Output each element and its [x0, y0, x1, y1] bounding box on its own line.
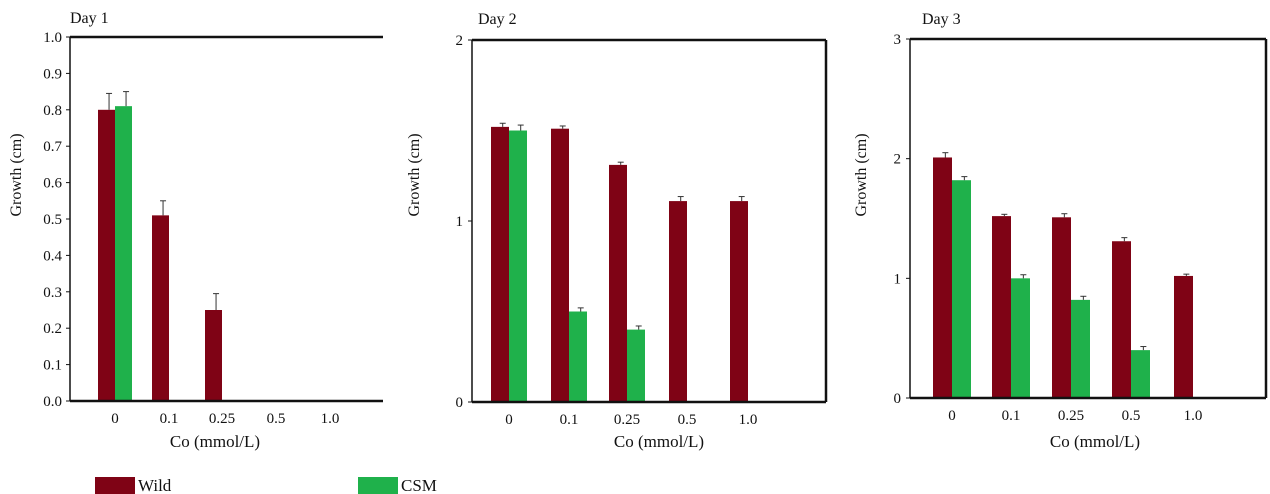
x-tick-label: 0.25 — [614, 412, 640, 428]
y-axis-label: Growth (cm) — [8, 133, 25, 216]
bar-wild — [98, 109, 115, 402]
y-tick-label: 1.0 — [43, 30, 62, 46]
y-tick-label: 0.1 — [43, 358, 62, 374]
x-tick-label: 1.0 — [1184, 408, 1203, 424]
legend-label-csm: CSM — [401, 476, 437, 494]
bar-wild — [1052, 217, 1071, 398]
bar-wild — [933, 157, 952, 398]
chart-panel-3: Day 3 0 1 2 3 0 0.1 0.25 0.5 1.0 Growth (cm) Co (mm… — [853, 11, 1268, 451]
bar-wild — [1174, 275, 1193, 398]
x-tick-label: 0 — [948, 408, 956, 424]
y-tick-label: 0.8 — [43, 103, 62, 119]
x-axis-label: Co (mmol/L) — [1050, 432, 1140, 451]
y-tick-label: 0.7 — [43, 139, 62, 155]
chart-panels: Day 1 0.0 0.1 0.2 0.3 0.4 0.5 0.6 0.7 0.8 0.9 1.0 0 0… — [8, 10, 1268, 451]
chart-panel-1: Day 1 0.0 0.1 0.2 0.3 0.4 0.5 0.6 0.7 0.8 0.9 1.0 0 0… — [8, 10, 383, 451]
bar-wild — [669, 201, 687, 402]
bar-wild — [609, 164, 627, 402]
x-tick-label: 0 — [505, 412, 513, 428]
bar-csm — [115, 106, 132, 401]
legend-swatch-wild — [95, 477, 135, 494]
bar-wild — [730, 201, 748, 402]
x-tick-label: 0.1 — [1002, 408, 1021, 424]
y-tick-label: 1 — [894, 271, 902, 287]
x-axis-label: Co (mmol/L) — [170, 432, 260, 451]
y-tick-label: 0.3 — [43, 285, 62, 301]
bar-wild — [205, 310, 222, 401]
chart-title: Day 1 — [70, 10, 109, 27]
x-tick-label: 0 — [111, 411, 119, 427]
bar-csm — [1071, 299, 1090, 398]
y-tick-label: 0.2 — [43, 321, 62, 337]
bar-csm — [1131, 350, 1150, 398]
x-tick-label: 0.25 — [1058, 408, 1084, 424]
bar-wild — [551, 128, 569, 402]
y-axis-label: Growth (cm) — [853, 133, 870, 216]
bar-csm — [509, 130, 527, 402]
x-tick-label: 1.0 — [739, 412, 758, 428]
x-tick-label: 1.0 — [321, 411, 340, 427]
chart-title: Day 3 — [922, 11, 961, 28]
x-tick-label: 0.5 — [1122, 408, 1141, 424]
x-tick-label: 0.1 — [560, 412, 579, 428]
x-tick-label: 0.5 — [267, 411, 286, 427]
bar-wild — [152, 215, 169, 401]
chart-title: Day 2 — [478, 11, 517, 28]
y-tick-label: 0.6 — [43, 176, 62, 192]
bar-csm — [1011, 278, 1030, 398]
y-tick-label: 2 — [456, 33, 464, 49]
bar-wild — [992, 216, 1011, 398]
x-axis-label: Co (mmol/L) — [614, 432, 704, 451]
bar-csm — [952, 180, 971, 398]
y-tick-label: 0.0 — [43, 394, 62, 410]
y-axis-label: Growth (cm) — [406, 133, 423, 216]
x-tick-label: 0.1 — [160, 411, 179, 427]
y-tick-label: 0.4 — [43, 248, 62, 264]
y-tick-label: 0.9 — [43, 66, 62, 82]
bar-csm — [569, 311, 587, 402]
bar-wild — [1112, 241, 1131, 398]
y-tick-label: 0 — [894, 391, 902, 407]
bar-csm — [627, 329, 645, 402]
legend-swatch-csm — [358, 477, 398, 494]
legend: Wild CSM — [95, 476, 437, 494]
y-tick-label: 3 — [894, 32, 902, 48]
bar-wild — [491, 126, 509, 402]
y-tick-label: 2 — [894, 152, 902, 168]
y-tick-label: 0 — [456, 395, 464, 411]
x-tick-label: 0.25 — [209, 411, 235, 427]
chart-panel-2: Day 2 0 1 2 0 0.1 0.25 0.5 1.0 Growth (cm) Co (mmo… — [406, 11, 828, 451]
x-tick-label: 0.5 — [678, 412, 697, 428]
y-tick-label: 0.5 — [43, 212, 62, 228]
y-tick-label: 1 — [456, 214, 464, 230]
legend-label-wild: Wild — [138, 476, 172, 494]
